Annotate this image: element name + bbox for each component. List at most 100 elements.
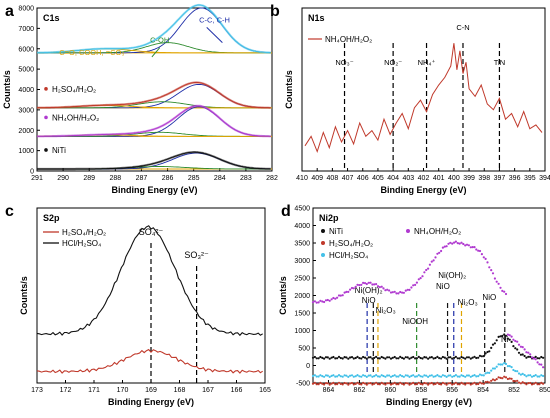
data-point bbox=[484, 352, 487, 355]
data-point bbox=[512, 379, 515, 383]
data-point bbox=[529, 374, 532, 377]
data-point bbox=[330, 298, 333, 301]
data-point bbox=[410, 286, 413, 289]
data-point bbox=[540, 363, 543, 366]
data-point bbox=[414, 383, 417, 386]
x-tick-label: 399 bbox=[463, 175, 475, 182]
x-tick-label: 284 bbox=[214, 175, 226, 182]
data-point bbox=[499, 376, 502, 379]
x-tick-label: 291 bbox=[31, 175, 43, 182]
data-point bbox=[384, 383, 387, 386]
data-point bbox=[365, 357, 368, 360]
data-point bbox=[391, 382, 394, 385]
data-point bbox=[326, 382, 329, 385]
data-point bbox=[503, 333, 506, 336]
data-point bbox=[382, 356, 385, 359]
data-point bbox=[430, 374, 433, 377]
data-point bbox=[323, 357, 326, 360]
fit-envelope bbox=[37, 105, 271, 137]
data-point bbox=[328, 357, 331, 360]
x-tick-label: 398 bbox=[478, 175, 490, 182]
data-point bbox=[386, 288, 389, 291]
y-axis-label: Counts/s bbox=[2, 70, 12, 109]
y-axis-label: Counts/s bbox=[278, 276, 288, 315]
panel-c: c S2p Binding Energy (eV) Counts/s 173 172 171… bbox=[5, 203, 271, 407]
data-point bbox=[516, 379, 519, 382]
data-point bbox=[482, 256, 485, 259]
data-point bbox=[311, 382, 315, 385]
data-point bbox=[337, 294, 341, 297]
data-point bbox=[517, 381, 521, 384]
data-point bbox=[428, 263, 431, 266]
data-point bbox=[449, 374, 452, 377]
data-point bbox=[389, 357, 393, 360]
legend-marker bbox=[44, 148, 48, 152]
data-point bbox=[516, 340, 519, 343]
data-point bbox=[360, 357, 363, 360]
x-tick-label: 394 bbox=[539, 175, 550, 182]
data-point bbox=[465, 356, 469, 359]
data-point bbox=[438, 382, 441, 386]
data-point bbox=[471, 374, 474, 377]
y-tick-label: 3000 bbox=[18, 107, 34, 114]
data-point bbox=[471, 246, 474, 249]
x-axis-label: Binding Energy (eV) bbox=[108, 397, 194, 407]
data-point bbox=[536, 361, 539, 364]
data-point bbox=[410, 374, 413, 377]
data-point bbox=[339, 294, 342, 297]
data-point bbox=[350, 286, 354, 290]
data-point bbox=[341, 294, 344, 297]
series-3: NiTi bbox=[37, 146, 272, 171]
data-point bbox=[532, 357, 536, 360]
data-point bbox=[486, 261, 489, 264]
data-point bbox=[425, 382, 428, 385]
data-point bbox=[336, 357, 339, 360]
n1s-trace bbox=[304, 43, 543, 153]
data-point bbox=[508, 377, 511, 380]
data-point bbox=[530, 356, 534, 359]
legend-label: HCl/H₂SO₄ bbox=[62, 239, 101, 248]
legend-label: NH₄OH/H₂O₂ bbox=[52, 113, 99, 122]
data-point bbox=[510, 335, 513, 338]
data-point bbox=[467, 382, 470, 385]
data-point bbox=[514, 380, 517, 383]
data-point bbox=[326, 356, 329, 359]
data-point bbox=[491, 367, 495, 370]
data-point bbox=[538, 383, 541, 386]
data-point bbox=[336, 296, 339, 299]
data-point bbox=[462, 382, 465, 385]
series-0: HCl/H₂SO₄ bbox=[37, 3, 272, 54]
data-point bbox=[445, 375, 448, 378]
series-0 bbox=[311, 333, 545, 360]
x-tick-label: 396 bbox=[509, 175, 521, 182]
data-point bbox=[337, 355, 341, 358]
data-point bbox=[341, 383, 344, 386]
data-point bbox=[449, 382, 452, 385]
data-point bbox=[501, 289, 504, 292]
data-point bbox=[324, 356, 328, 359]
data-point bbox=[534, 355, 537, 358]
data-point bbox=[506, 365, 509, 368]
x-tick-label: 167 bbox=[202, 387, 214, 394]
panel-title: N1s bbox=[308, 13, 325, 23]
data-point bbox=[417, 374, 420, 377]
data-point bbox=[311, 374, 315, 378]
data-point bbox=[484, 372, 487, 375]
legend-label: H₂SO₄/H₂O₂ bbox=[62, 228, 106, 237]
peak-label: NO₂⁻ bbox=[384, 58, 402, 67]
data-point bbox=[478, 381, 482, 384]
data-point bbox=[323, 383, 326, 386]
data-point bbox=[432, 259, 435, 262]
data-point bbox=[432, 357, 435, 360]
x-tick-label: 407 bbox=[342, 175, 354, 182]
data-point bbox=[471, 356, 474, 359]
panel-d: d Ni2p Binding Energy (eV) Counts/s 864 862 86… bbox=[278, 203, 550, 407]
data-point bbox=[373, 382, 376, 385]
data-point bbox=[337, 381, 341, 384]
data-point bbox=[319, 299, 322, 302]
data-point bbox=[434, 356, 437, 360]
data-point bbox=[456, 242, 459, 245]
data-point bbox=[542, 374, 545, 378]
data-point bbox=[386, 374, 389, 377]
data-point bbox=[354, 285, 357, 288]
